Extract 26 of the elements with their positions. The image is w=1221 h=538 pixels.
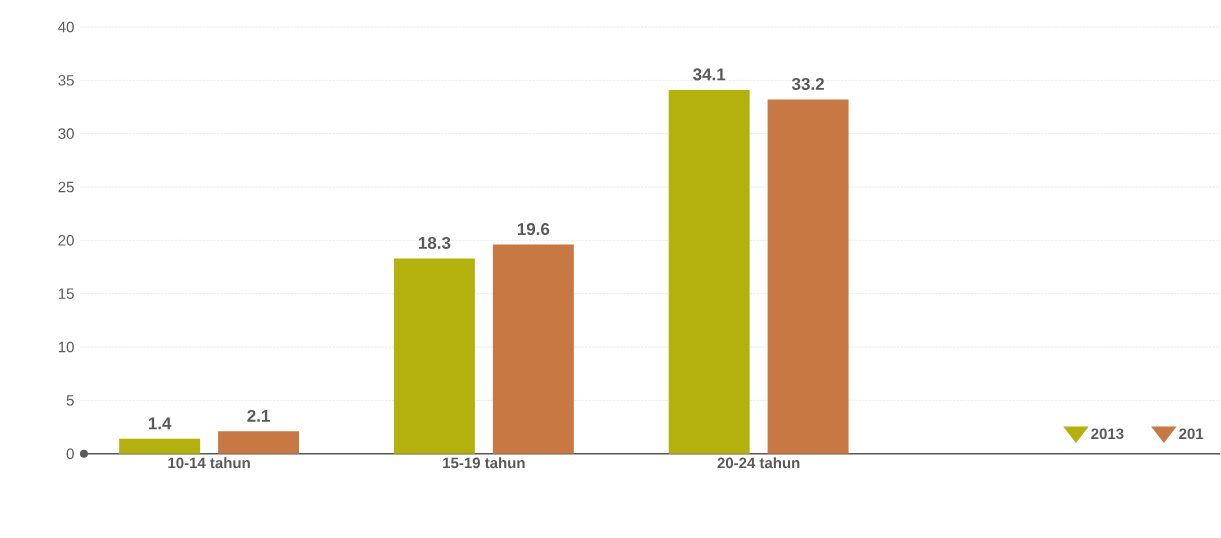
legend-label: 2013 — [1091, 428, 1124, 440]
x-tick-label: 15-19 tahun — [443, 457, 525, 469]
legend-label: 201 — [1179, 428, 1204, 440]
bar — [119, 438, 201, 454]
data-label: 33.2 — [791, 78, 824, 91]
y-tick-label: 15 — [58, 288, 74, 300]
y-tick-label: 5 — [66, 395, 74, 406]
bar — [393, 258, 475, 454]
bar — [218, 431, 300, 454]
data-label: 2.1 — [247, 410, 270, 422]
bar — [767, 99, 849, 454]
data-label: 19.6 — [517, 223, 550, 236]
data-label: 34.1 — [693, 68, 726, 81]
bar — [668, 90, 750, 454]
y-tick-label: 0 — [66, 448, 74, 460]
y-tick-label: 35 — [58, 75, 74, 86]
y-tick-label: 20 — [58, 235, 74, 246]
y-tick-label: 40 — [58, 21, 74, 33]
y-tick-label: 30 — [58, 128, 74, 140]
data-label: 18.3 — [418, 237, 451, 250]
x-tick-label: 10-14 tahun — [168, 457, 250, 469]
bar — [492, 244, 574, 454]
y-tick-label: 25 — [58, 181, 74, 193]
y-tick-label: 10 — [58, 341, 74, 353]
x-tick-label: 20-24 tahun — [717, 457, 800, 469]
data-label: 1.4 — [148, 417, 172, 430]
